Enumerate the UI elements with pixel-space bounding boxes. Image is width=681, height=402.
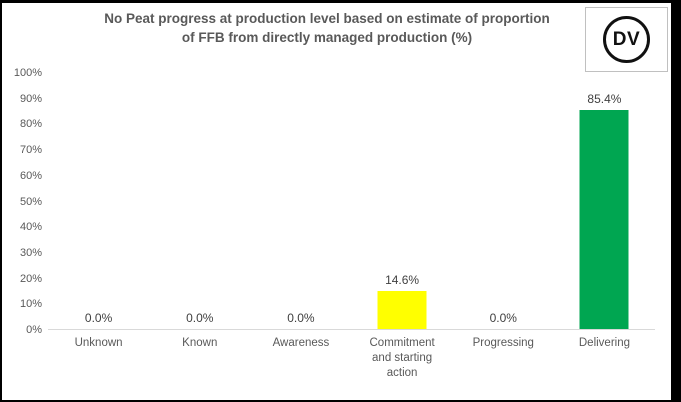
- x-axis-label: Progressing: [453, 336, 554, 381]
- bar-slot: 85.4%: [554, 73, 655, 329]
- x-axis-label-text: Delivering: [578, 337, 631, 349]
- bar-value-label: 0.0%: [489, 311, 517, 325]
- x-axis-label-text: Progressing: [472, 337, 534, 349]
- x-axis-label: Commitment and starting action: [352, 336, 453, 381]
- chart-title-line2: of FFB from directly managed production …: [181, 29, 473, 45]
- y-axis-tick: 40%: [19, 221, 42, 234]
- y-axis-tick: 30%: [19, 246, 42, 259]
- x-axis-label-text: Unknown: [74, 337, 123, 349]
- x-axis-label-text: Awareness: [272, 337, 330, 349]
- chart-title: No Peat progress at production level bas…: [42, 10, 612, 48]
- y-axis-tick: 60%: [19, 169, 42, 182]
- y-axis-tick: 20%: [19, 272, 42, 285]
- bar-value-label: 14.6%: [385, 273, 420, 288]
- plot-area: 0% 10% 20% 30% 40% 50% 60% 70% 80% 90% 100% 0.0% 0.…: [14, 67, 655, 379]
- bar-value-label: 0.0%: [84, 311, 113, 325]
- bar-slot: 0.0%: [48, 73, 149, 329]
- y-axis-tick: 100%: [13, 67, 42, 79]
- x-axis-label-text: Known: [182, 337, 218, 349]
- dv-logo-icon: DV: [603, 16, 650, 63]
- x-axis-label: Delivering: [554, 336, 655, 381]
- y-axis-tick: 90%: [19, 92, 42, 105]
- bar: [377, 291, 427, 329]
- x-axis-label: Unknown: [48, 336, 149, 381]
- bar-slot: 0.0%: [453, 73, 554, 329]
- x-axis-label-text: Commitment and starting action: [369, 337, 435, 379]
- dv-logo-text: DV: [612, 28, 641, 50]
- x-axis-label: Known: [149, 336, 250, 381]
- bar-slot: 0.0%: [250, 73, 351, 329]
- bar-value-label: 85.4%: [587, 91, 622, 106]
- y-axis-tick: 50%: [19, 195, 42, 208]
- bar-value-label: 0.0%: [287, 311, 315, 325]
- bar-slot: 0.0%: [149, 73, 250, 329]
- y-axis-tick: 0%: [26, 324, 42, 336]
- bar: [579, 109, 629, 329]
- bars-container: 0.0% 0.0% 0.0% 14.6% 0.0% 85.4%: [48, 73, 655, 329]
- bar-value-label: 0.0%: [186, 311, 214, 325]
- y-axis-tick: 80%: [19, 118, 42, 131]
- x-axis-labels: Unknown Known Awareness Commitment and star…: [48, 336, 655, 381]
- x-axis-label: Awareness: [250, 336, 351, 381]
- dv-logo-badge: DV: [585, 7, 668, 72]
- chart-title-line1: No Peat progress at production level bas…: [104, 11, 550, 26]
- y-axis-tick: 70%: [19, 144, 42, 157]
- bar-slot: 14.6%: [352, 73, 453, 329]
- y-axis-tick: 10%: [19, 298, 42, 311]
